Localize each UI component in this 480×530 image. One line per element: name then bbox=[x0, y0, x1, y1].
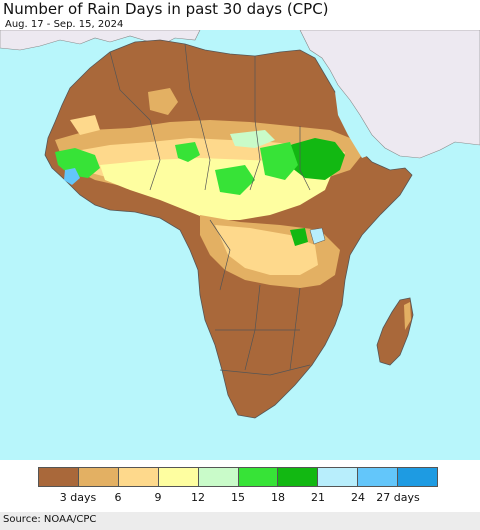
dark-green-sudan bbox=[290, 138, 345, 180]
legend-swatch bbox=[278, 468, 319, 486]
legend-swatch bbox=[198, 468, 239, 486]
source-credit: Source: NOAA/CPC bbox=[3, 514, 97, 525]
legend-swatch bbox=[78, 468, 119, 486]
date-range: Aug. 17 - Sep. 15, 2024 bbox=[5, 19, 124, 30]
green-sudan-edge bbox=[260, 142, 298, 180]
green-central bbox=[215, 165, 255, 195]
legend-swatch bbox=[318, 468, 359, 486]
legend-tick-label: 24 bbox=[351, 491, 365, 504]
color-legend bbox=[38, 467, 438, 487]
legend-tick-label: 18 bbox=[271, 491, 285, 504]
map-canvas bbox=[0, 30, 480, 460]
source-bar: Source: NOAA/CPC bbox=[0, 512, 480, 530]
legend-swatch bbox=[118, 468, 159, 486]
central-africa-yellow bbox=[215, 225, 318, 275]
legend-swatch bbox=[39, 468, 79, 486]
legend-ticks: 3 days 6 9 12 15 18 21 24 27 days bbox=[0, 491, 480, 505]
legend-tick-label: 6 bbox=[114, 491, 122, 504]
sahara-light-patch bbox=[148, 88, 178, 115]
lake-victoria bbox=[309, 227, 326, 245]
legend-swatch bbox=[398, 468, 438, 486]
legend-swatch bbox=[358, 468, 399, 486]
country-borders bbox=[109, 43, 311, 376]
legend-tick-label: 9 bbox=[154, 491, 162, 504]
legend-tick-label: 3 days bbox=[59, 491, 97, 504]
green-nigeria bbox=[175, 142, 200, 162]
madagascar-east-coast bbox=[404, 302, 411, 330]
rain-days-map bbox=[0, 30, 480, 460]
legend-swatch bbox=[158, 468, 199, 486]
green-chad bbox=[230, 130, 275, 148]
legend-tick-label: 12 bbox=[191, 491, 205, 504]
green-congo bbox=[290, 228, 308, 246]
madagascar bbox=[376, 297, 414, 366]
legend-tick-label: 27 days bbox=[376, 491, 420, 504]
legend-swatch bbox=[238, 468, 279, 486]
legend-tick-label: 15 bbox=[231, 491, 245, 504]
map-title: Number of Rain Days in past 30 days (CPC… bbox=[3, 0, 329, 18]
sahara-light-patch-2 bbox=[70, 115, 100, 135]
red-sea bbox=[335, 92, 370, 158]
europe-landmass bbox=[0, 30, 201, 51]
blue-guinea bbox=[64, 168, 80, 185]
middle-east-landmass bbox=[299, 30, 480, 159]
legend-tick-label: 21 bbox=[311, 491, 325, 504]
